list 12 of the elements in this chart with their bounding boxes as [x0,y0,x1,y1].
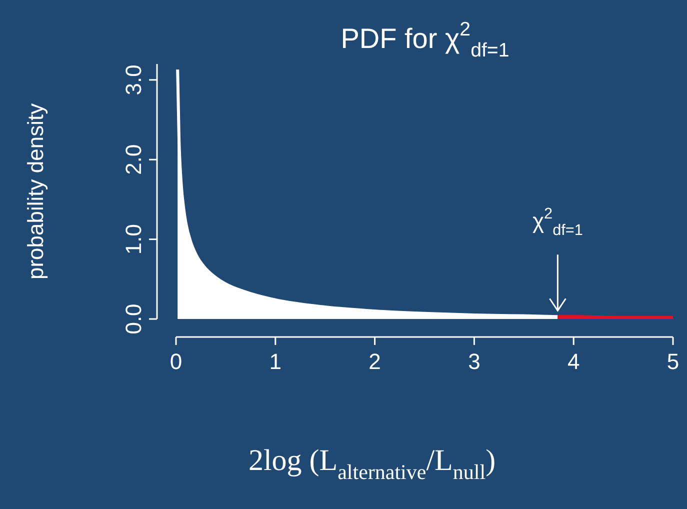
x-tick-label: 1 [269,349,282,374]
x-tick-label: 5 [666,349,680,374]
x-tick-label: 0 [170,349,182,374]
x-axis-title: 2log (L$_{alternative}$/L$_{null}$) [248,444,496,484]
y-tick-label: 1.0 [121,224,146,255]
x-tick-label: 3 [468,349,480,374]
y-tick-label: 0.0 [121,304,146,334]
y-tick-label: 3.0 [121,64,146,96]
x-tick-label: 4 [567,349,580,374]
x-tick-label: 2 [368,349,381,374]
y-axis-title: probability density [23,103,48,280]
y-tick-label: 2.0 [121,144,146,175]
